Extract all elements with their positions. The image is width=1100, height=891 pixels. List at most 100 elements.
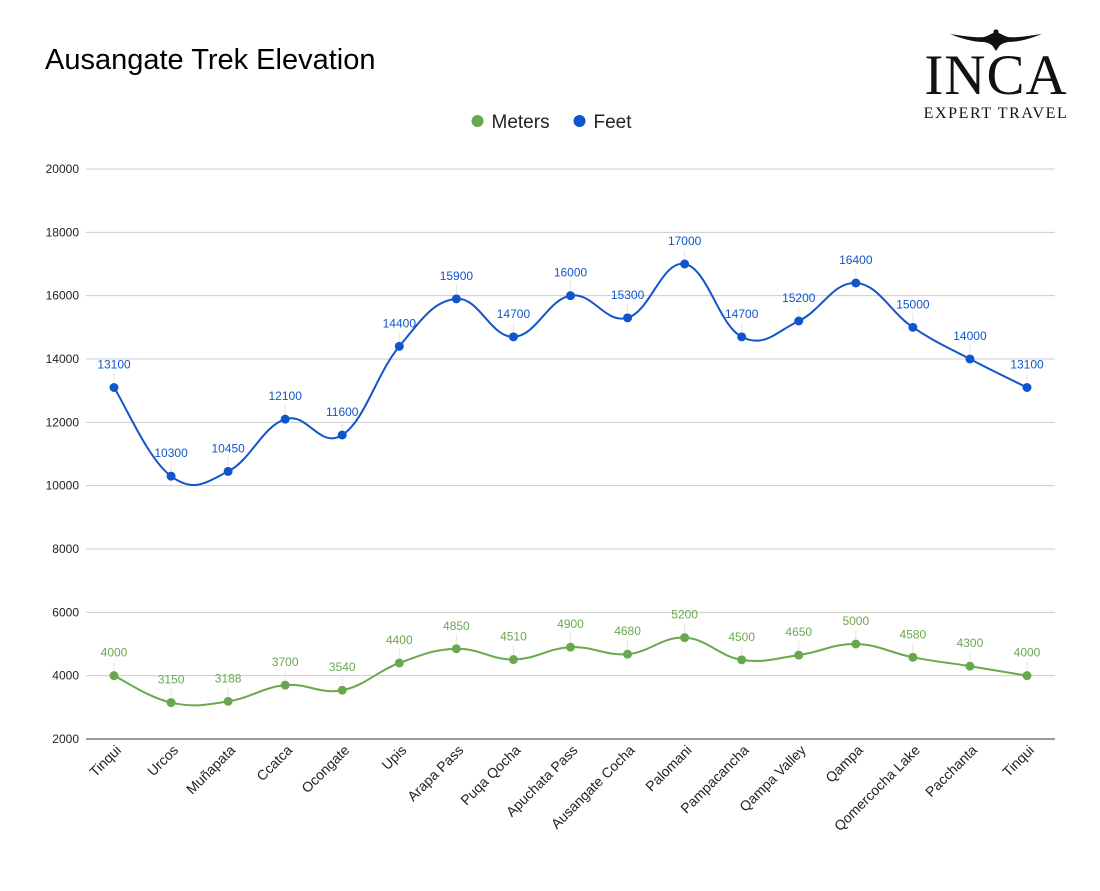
data-point-feet [394,341,404,351]
legend-label-meters: Meters [492,112,550,133]
y-tick-label: 8000 [52,542,79,556]
data-label-feet: 14700 [725,307,759,321]
data-label-feet: 16000 [554,266,588,280]
data-label-meters: 4680 [614,624,641,638]
x-tick-label: Tinqui [86,742,124,780]
logo-wordmark: INCA [924,44,1068,107]
y-gridlines [86,168,1055,740]
data-point-feet [223,466,233,476]
x-tick-label: Qampa [822,742,866,786]
data-label-feet: 10300 [154,446,188,460]
x-tick-label: Palomani [642,742,695,795]
data-point-meters [508,655,518,665]
data-label-feet: 14700 [497,307,531,321]
y-tick-label: 4000 [52,669,79,683]
data-label-feet: 15200 [782,291,816,305]
data-label-feet: 15900 [440,269,474,283]
data-label-meters: 4500 [728,630,755,644]
y-tick-label: 20000 [46,162,80,176]
data-label-meters: 5000 [842,614,869,628]
data-label-meters: 4300 [957,636,984,650]
y-tick-label: 16000 [46,289,80,303]
data-point-feet [851,278,861,288]
data-label-meters: 3188 [215,671,242,685]
data-point-feet [965,354,975,364]
data-point-meters [737,655,747,665]
x-tick-label: Upis [378,742,409,773]
data-label-feet: 14400 [383,316,417,330]
data-point-meters [566,642,575,652]
data-label-meters: 4510 [500,630,527,644]
x-axis: Tinqui Urcos Muñapata Ccatca Ocongate UpisAra… [86,742,1037,834]
data-label-meters: 4000 [1014,646,1041,660]
data-point-feet [623,313,633,323]
x-tick-label: Ocongate [298,742,352,796]
data-label-feet: 12100 [269,389,303,403]
data-point-feet [109,383,119,392]
x-tick-label: Urcos [144,742,181,779]
data-point-feet [337,430,347,440]
data-label-meters: 4900 [557,617,584,631]
data-point-meters [623,649,633,659]
data-label-meters: 4000 [101,646,128,660]
data-label-feet: 15300 [611,288,645,302]
data-point-meters [908,652,918,662]
data-point-meters [680,633,690,643]
y-tick-label: 14000 [46,352,80,366]
data-label-meters: 4580 [900,627,927,641]
data-label-meters: 3150 [158,673,185,687]
data-point-meters [223,696,233,706]
data-point-feet [280,414,290,424]
y-axis: 2000 4000 6000 8000 10000 12000 14000 16000 1800… [46,162,80,746]
x-tick-label: Ccatca [253,742,295,784]
data-label-meters: 4850 [443,619,470,633]
data-point-meters [394,658,404,668]
series-meters: 4000 3150 3188 3700 3540 4400 4850 4510 4900 4680… [101,608,1041,708]
data-point-feet [1022,383,1032,392]
data-label-meters: 5200 [671,608,698,622]
y-tick-label: 18000 [46,225,80,239]
data-point-meters [851,639,861,649]
inca-expert-travel-logo: INCA EXPERT TRAVEL [912,28,1080,124]
y-tick-label: 12000 [46,415,80,429]
y-tick-label: 2000 [52,732,79,746]
x-tick-label: Tinqui [999,742,1037,780]
data-label-feet: 10450 [211,441,245,455]
legend-marker-feet [573,115,586,127]
legend-marker-meters [471,115,484,127]
data-point-feet [566,291,575,301]
data-label-feet: 17000 [668,234,702,248]
data-point-meters [166,698,176,708]
logo-tagline: EXPERT TRAVEL [923,105,1069,122]
data-point-meters [1022,671,1032,681]
data-label-feet: 13100 [97,358,131,372]
data-point-feet [451,294,461,304]
data-label-meters: 3540 [329,660,356,674]
legend: Meters Feet [471,112,632,133]
data-point-feet [737,332,747,342]
data-point-meters [109,671,119,681]
data-label-feet: 11600 [326,405,359,419]
x-tick-label: Muñapata [183,742,238,797]
data-point-meters [965,661,975,671]
data-point-feet [508,332,518,342]
data-point-meters [794,650,804,660]
y-tick-label: 10000 [46,479,80,493]
x-tick-label: Pacchanta [922,742,980,800]
data-point-meters [280,680,290,690]
series-layer: 4000 3150 3188 3700 3540 4400 4850 4510 4900 4680… [97,234,1044,708]
data-label-feet: 15000 [896,297,930,311]
data-label-feet: 16400 [839,253,873,267]
data-label-meters: 4400 [386,633,413,647]
y-tick-label: 6000 [52,605,79,619]
data-point-meters [337,685,347,695]
series-feet: 13100 10300 10450 12100 11600 14400 15900 14700… [97,234,1044,486]
data-point-feet [908,322,918,332]
data-point-feet [680,259,690,269]
data-point-feet [794,316,804,326]
data-point-feet [166,471,176,481]
data-label-feet: 14000 [953,329,987,343]
data-label-meters: 3700 [272,655,299,669]
data-label-feet: 13100 [1010,358,1044,372]
